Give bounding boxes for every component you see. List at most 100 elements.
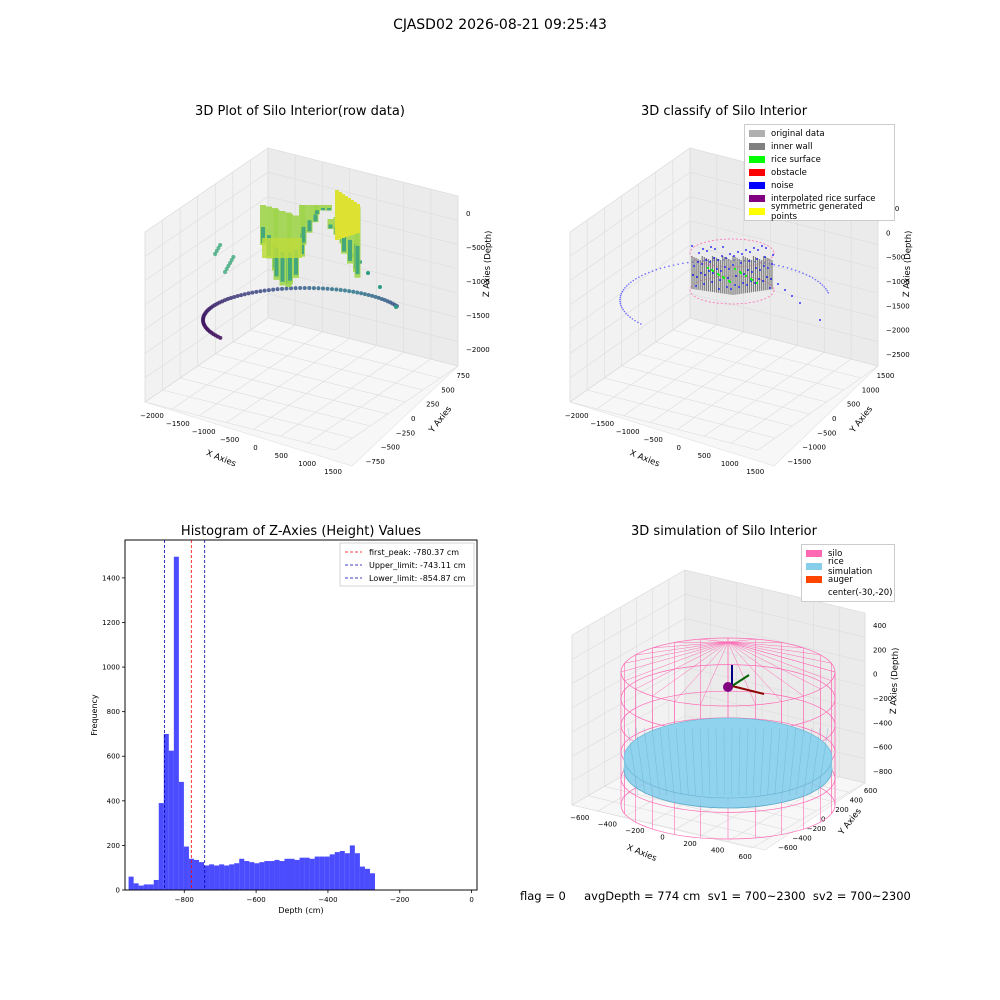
p1-grid [267,317,459,367]
p2-noise-point [748,260,750,262]
p2-noise-point [641,274,643,277]
p2-noise-point [709,261,711,263]
p2-ztick-label: −2500 [886,351,910,359]
p4-silo-roof [727,641,836,673]
legend-label: rice simulation [828,556,873,577]
p1-data-point [228,295,233,300]
p4-ytick-label: −400 [792,835,811,843]
p1-ytick-label: −500 [381,444,400,452]
p2-noise-point [725,257,727,259]
p2-noise-point [826,289,828,292]
p4-rice-mesh [627,727,639,796]
p1-xtick-label: 500 [275,452,288,460]
p4-center-axis-y [731,674,750,687]
p2-ztick-label: −500 [886,254,905,262]
histogram-bar [168,750,174,890]
p2-noise-point [753,247,755,249]
p4-rice-mesh [796,727,805,796]
p2-grid [587,389,776,439]
legend-swatch [749,208,765,215]
p1-xlabel: X Axies [204,448,237,469]
p2-noise-point [791,295,793,297]
p1-data-point [228,261,233,265]
p1-zlabel: Z Axies (Depth) [482,230,494,297]
p1-surface-column [348,239,352,261]
p4-silo-roof [727,641,804,649]
p2-noise-point [819,282,822,285]
p2-grid [621,365,810,415]
p2-grid [623,331,744,416]
histogram-xtick-label: 0 [469,896,473,904]
p1-surface-column [288,252,292,281]
p2-noise-point [763,265,765,267]
histogram-bar [249,862,255,890]
p4-xtick-label: −400 [598,821,617,829]
p1-data-point [376,295,381,300]
histogram-title: Histogram of Z-Axies (Height) Values [180,524,422,539]
histogram-bar [344,853,350,890]
p4-ztick-label: −800 [873,768,892,776]
legend-swatch [749,143,765,150]
p1-data-point [266,288,271,293]
p4-rice-mesh [767,727,773,796]
p2-noise-point [640,323,642,325]
p2-ylabel: Y Axies [848,404,876,436]
p2-noise-point [761,245,763,247]
p4-grid [684,593,866,638]
p2-noise-point [758,278,760,280]
p1-surface-column [328,224,333,229]
histogram-bar [259,862,265,890]
histogram-bar [158,803,164,890]
p2-noise-point [756,258,758,260]
p1-grid [267,171,459,221]
p2-noise-point [651,270,654,272]
histogram-xtick-label: −600 [246,896,265,904]
p2-noise-point [700,272,702,274]
p2-noise-point [623,310,626,313]
p2-noise-point [716,268,718,270]
p4-ytick-label: 0 [821,816,825,824]
p2-noise-point [706,250,708,252]
p4-zlabel: Z Axies (Depth) [889,647,901,714]
p4-silo-roof [727,638,756,643]
p2-ztick-label: −1500 [886,302,910,310]
p2-noise-point [719,279,721,281]
p2-noise-point [814,278,817,281]
p4-silo-roof [727,641,756,705]
legend-label: noise [771,180,794,191]
panel4-legend: silo rice simulation auger center(-30,-20) [801,544,895,602]
p2-noise-point [784,289,786,291]
p4-rice-mesh [691,727,696,796]
histogram-ytick-label: 1400 [102,574,120,582]
p2-noise-point [714,248,716,250]
p2-noise-point [638,276,640,278]
histogram-bar [339,850,345,890]
p2-noise-point [827,291,830,294]
p2-grid [650,338,771,423]
p2-xtick-label: 500 [698,452,711,460]
p1-surface-column [300,205,307,245]
p4-silo-roof [652,641,729,697]
p1-surface-column [280,251,285,282]
p1-data-point [275,287,280,292]
legend-entry: center(-30,-20) [806,586,892,599]
legend-entry: inner wall [749,140,890,153]
p2-rice-point [738,270,742,274]
p1-surface-column [326,205,332,211]
p1-surface-column [342,235,346,252]
p4-ytick-label: −200 [807,825,826,833]
p1-surface-column [335,190,339,240]
p2-noise-point [702,248,704,250]
p4-grid [571,642,686,709]
p1-data-point [334,287,339,292]
p2-noise-point [691,245,693,247]
p2-noise-point [762,280,764,282]
panel4-3d-plot: −600−400−2000200400600−600−400−200020040… [570,569,901,864]
p2-grid [569,147,691,233]
p4-grid [751,782,866,849]
p4-rice-mesh [667,727,675,796]
p2-noise-point [798,270,801,273]
p1-data-point [224,267,229,271]
p1-data-point [218,243,223,247]
p1-grid [180,377,371,427]
